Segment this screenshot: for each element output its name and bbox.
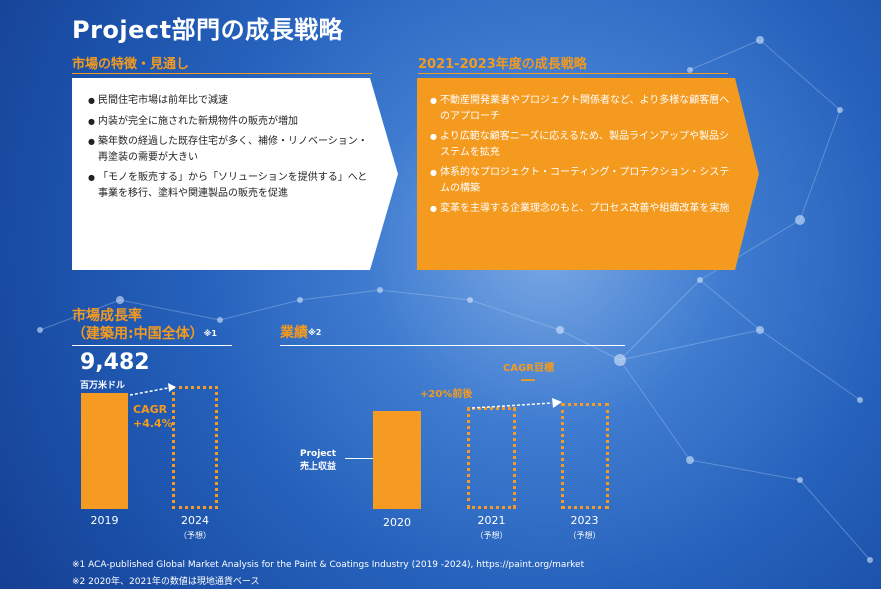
market-bullet-2: 内装が完全に施された新規物件の販売が増加 [88,114,373,130]
strategy-bullet-4: 変革を主導する企業理念のもと、プロセス改善や組織改革を実施 [430,201,730,217]
cagr-target-label: CAGR目標 [503,363,554,374]
performance-rule [280,345,625,346]
page-title: Project部門の成長戦略 [72,16,344,44]
market-bullet-1: 民間住宅市場は前年比で減速 [88,93,373,109]
market-growth-label-line2: （建築用:中国全体） [72,326,204,342]
cagr-target-arrow [471,398,562,409]
strategy-bullet-1: 不動産開発業者やプロジェクト関係者など、より多様な顧客層へのアプローチ [430,93,730,124]
strategy-bullet-3: 体系的なプロジェクト・コーティング・プロテクション・システムの構築 [430,165,730,196]
market-cagr-arrow [129,383,176,396]
series-label-line1: Project [300,449,337,459]
performance-note-mark: ※2 [308,328,322,337]
year-2020: 2020 [383,516,411,529]
footnote-1: ※1 ACA-published Global Market Analysis … [72,560,585,570]
strategy-heading: 2021-2023年度の成長戦略 [418,57,587,72]
year-2024: 2024 [181,514,209,527]
bar-2023 [561,403,609,509]
market-bullet-4: 「モノを販売する」から「ソリューションを提供する」へと事業を移行、塗料や関連製品… [88,170,373,201]
market-cagr: CAGR +4.4% [133,403,173,431]
cagr-target-dash: ― [521,372,535,388]
market-heading-rule [72,73,372,74]
forecast-2024: （予想） [179,531,211,540]
year-2023: 2023 [570,514,599,527]
market-cagr-label: CAGR [133,403,168,416]
market-heading: 市場の特徴・見通し [72,57,190,72]
strategy-heading-rule [418,73,728,74]
market-growth-label: 市場成長率 （建築用:中国全体）※1 [72,307,217,343]
market-bullet-3: 築年数の経過した既存住宅が多く、補修・リノベーション・再塗装の需要が大きい [88,134,373,165]
forecast-2023: （予想） [568,531,601,540]
series-leader-line [345,458,375,459]
year-2021: 2021 [477,514,506,527]
strategy-bullet-2: より広範な顧客ニーズに応えるため、製品ラインアップや製品システムを拡充 [430,129,730,160]
performance-label: 業績※2 [280,324,321,342]
strategy-bullet-list: 不動産開発業者やプロジェクト関係者など、より多様な顧客層へのアプローチ より広範… [430,93,730,222]
market-growth-rule [72,345,232,346]
market-value-unit: 百万米ドル [80,381,126,391]
market-growth-label-line1: 市場成長率 [72,308,142,324]
series-label: Project 売上収益 [300,448,336,474]
year-2019: 2019 [90,514,119,527]
market-bullet-list: 民間住宅市場は前年比で減速 内装が完全に施された新規物件の販売が増加 築年数の経… [88,93,373,206]
forecast-2021: （予想） [475,531,508,540]
footnote-2: ※2 2020年、2021年の数値は現地通貨ベース [72,577,260,587]
bar-2021 [467,407,516,509]
bar-2024 [172,386,218,509]
series-label-line2: 売上収益 [300,462,337,472]
market-cagr-value: +4.4% [133,417,173,430]
market-value: 9,482 [80,350,150,375]
performance-label-text: 業績 [280,325,308,341]
market-growth-note-mark: ※1 [203,329,217,338]
bar-2020 [373,411,421,509]
bar-2019 [81,393,128,509]
growth-annotation: +20%前後 [420,389,473,400]
